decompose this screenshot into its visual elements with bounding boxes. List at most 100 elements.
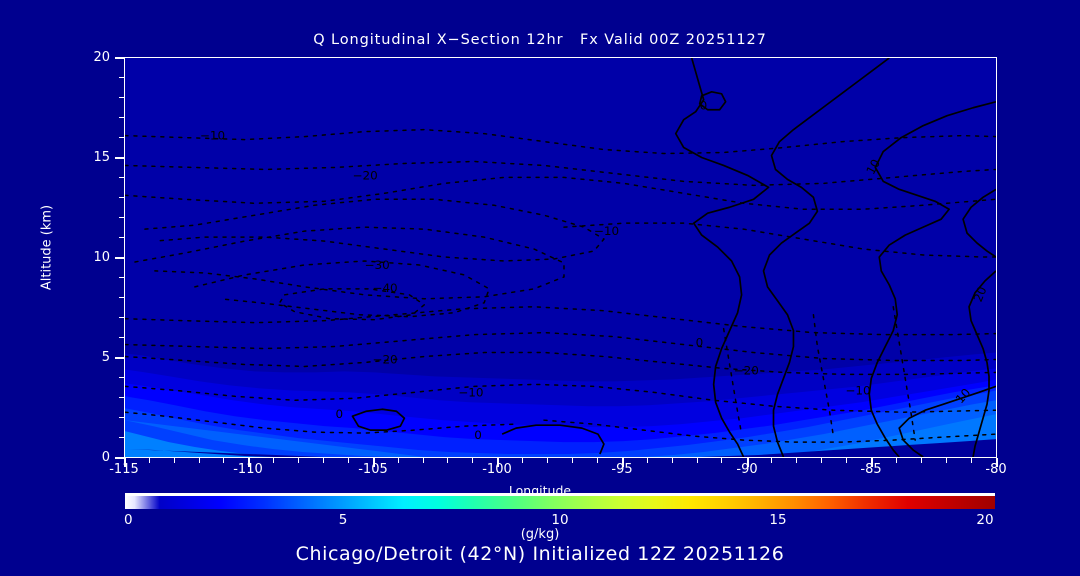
x-tick-mark: [622, 458, 624, 467]
y-minor-tick: [119, 397, 124, 399]
x-minor-tick: [721, 458, 723, 463]
y-tick-mark: [115, 457, 124, 459]
colorbar-top-rule: [125, 493, 995, 496]
x-tick-mark: [871, 458, 873, 467]
y-minor-tick: [119, 297, 124, 299]
y-minor-tick: [119, 317, 124, 319]
contour-label: −30: [364, 258, 389, 272]
x-minor-tick: [398, 458, 400, 463]
y-minor-tick: [119, 237, 124, 239]
x-tick-label: -85: [860, 462, 882, 477]
x-tick-mark: [996, 458, 998, 467]
contour-label: −10: [845, 383, 870, 397]
x-minor-tick: [323, 458, 325, 463]
y-axis-label: Altitude (km): [39, 204, 55, 291]
x-tick-label: -90: [736, 462, 758, 477]
y-minor-tick: [119, 137, 124, 139]
x-minor-tick: [971, 458, 973, 463]
cross-section-plot: −10 −20 −30 −40 −10 −20 −10 0 0 0 0 −20 …: [125, 58, 996, 457]
contour-label: 0: [700, 99, 708, 113]
contour-label: 0: [474, 428, 482, 442]
x-minor-tick: [946, 458, 948, 463]
y-tick-label: 0: [101, 450, 110, 465]
contour-label: −10: [458, 385, 483, 399]
colorbar-tick-label: 10: [551, 512, 569, 528]
y-minor-tick: [119, 277, 124, 279]
x-minor-tick: [771, 458, 773, 463]
x-tick-label: -100: [482, 462, 512, 477]
y-tick-mark: [115, 57, 124, 59]
y-minor-tick: [119, 377, 124, 379]
colorbar: [125, 493, 995, 511]
contour-label: 10: [864, 157, 884, 177]
y-minor-tick: [119, 417, 124, 419]
x-minor-tick: [174, 458, 176, 463]
x-minor-tick: [149, 458, 151, 463]
x-tick-label: -80: [985, 462, 1007, 477]
chart-title: Q Longitudinal X−Section 12hr Fx Valid 0…: [313, 32, 767, 48]
contour-label: −10: [200, 129, 225, 143]
y-minor-tick: [119, 177, 124, 179]
figure-caption: Chicago/Detroit (42°N) Initialized 12Z 2…: [295, 543, 785, 565]
x-minor-tick: [348, 458, 350, 463]
y-tick-mark: [115, 257, 124, 259]
contour-label: −10: [594, 224, 619, 238]
y-minor-tick: [119, 217, 124, 219]
colorbar-tick-label: 0: [124, 512, 133, 528]
x-minor-tick: [921, 458, 923, 463]
y-tick-label: 20: [93, 50, 110, 65]
x-tick-mark: [497, 458, 499, 467]
x-tick-mark: [124, 458, 126, 467]
x-minor-tick: [547, 458, 549, 463]
x-minor-tick: [522, 458, 524, 463]
contour-label: 20: [971, 285, 990, 304]
y-minor-tick: [119, 117, 124, 119]
x-tick-label: -115: [109, 462, 139, 477]
x-tick-label: -95: [611, 462, 633, 477]
x-minor-tick: [796, 458, 798, 463]
y-tick-mark: [115, 357, 124, 359]
colorbar-gradient: [125, 496, 995, 509]
plot-area: −10 −20 −30 −40 −10 −20 −10 0 0 0 0 −20 …: [124, 57, 997, 458]
temperature-contours-dashed: [125, 128, 996, 443]
y-tick-mark: [115, 157, 124, 159]
x-minor-tick: [423, 458, 425, 463]
contour-label: −20: [734, 363, 759, 377]
x-minor-tick: [447, 458, 449, 463]
fill-surface-wedge: [125, 439, 996, 457]
colorbar-tick-label: 5: [338, 512, 348, 528]
x-tick-mark: [248, 458, 250, 467]
x-minor-tick: [273, 458, 275, 463]
y-minor-tick: [119, 437, 124, 439]
x-minor-tick: [223, 458, 225, 463]
x-minor-tick: [572, 458, 574, 463]
x-minor-tick: [472, 458, 474, 463]
x-tick-mark: [747, 458, 749, 467]
fill-band-5: [125, 390, 996, 457]
colorbar-tick-label: 15: [769, 512, 787, 528]
temperature-contours-solid: [351, 58, 996, 457]
x-minor-tick: [597, 458, 599, 463]
x-minor-tick: [647, 458, 649, 463]
x-minor-tick: [298, 458, 300, 463]
x-tick-label: -110: [233, 462, 263, 477]
x-tick-mark: [373, 458, 375, 467]
x-tick-label: -105: [358, 462, 388, 477]
y-tick-label: 15: [93, 150, 110, 165]
colorbar-units-label: (g/kg): [520, 527, 560, 542]
y-tick-label: 10: [93, 250, 110, 265]
x-minor-tick: [672, 458, 674, 463]
x-minor-tick: [821, 458, 823, 463]
y-minor-tick: [119, 337, 124, 339]
y-minor-tick: [119, 77, 124, 79]
x-minor-tick: [199, 458, 201, 463]
contour-label: 0: [336, 407, 344, 421]
colorbar-tick-label: 20: [976, 512, 994, 528]
x-minor-tick: [896, 458, 898, 463]
contour-label: −20: [372, 352, 397, 366]
y-minor-tick: [119, 97, 124, 99]
contour-label: −40: [372, 281, 397, 295]
fill-core-west: [125, 431, 295, 457]
x-minor-tick: [697, 458, 699, 463]
